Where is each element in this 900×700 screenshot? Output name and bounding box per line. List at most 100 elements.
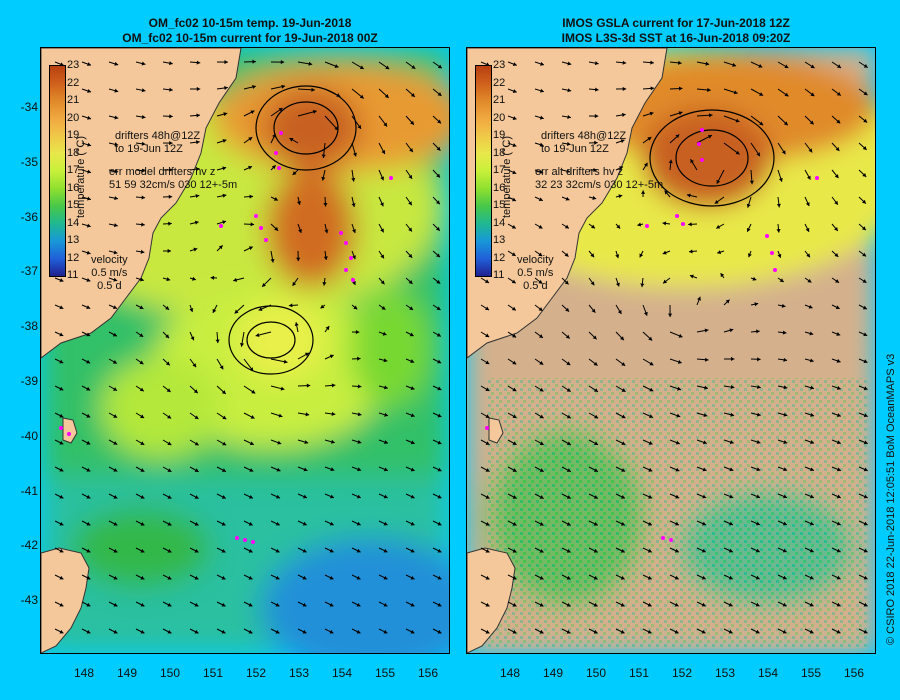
velocity-arrowhead [643, 162, 648, 167]
velocity-arrowhead [437, 413, 442, 418]
longitude-tick-label: 151 [202, 666, 224, 680]
velocity-arrowhead [756, 439, 761, 444]
velocity-arrowhead [302, 548, 307, 553]
velocity-arrowhead [273, 197, 278, 201]
velocity-arrowhead [311, 87, 315, 92]
velocity-arrowhead [678, 86, 683, 91]
colorbar-tick-label: 15 [67, 199, 80, 211]
velocity-arrowhead [862, 252, 867, 257]
velocity-arrowhead [512, 629, 517, 634]
velocity-arrowhead [437, 119, 442, 124]
velocity-arrowhead [485, 495, 490, 499]
velocity-arrowhead [783, 494, 787, 499]
velocity-arrowhead [294, 322, 299, 326]
velocity-arrowhead [221, 468, 226, 472]
drifters-note: drifters 48h@12Z to 19-Jun 12Z [115, 130, 201, 155]
longitude-tick-label: 154 [331, 666, 353, 680]
velocity-arrowhead [704, 328, 709, 333]
velocity-arrowhead [194, 415, 199, 420]
velocity-arrowhead [621, 494, 626, 499]
velocity-arrowhead [512, 441, 517, 445]
velocity-arrowhead [701, 575, 706, 580]
velocity-arrowhead [485, 468, 490, 472]
velocity-arrowhead [302, 521, 307, 526]
velocity-arrowhead [863, 467, 868, 472]
velocity-arrowhead [756, 412, 761, 417]
velocity-arrowhead [621, 112, 626, 117]
velocity-arrowhead [539, 142, 544, 147]
velocity-arrowhead [668, 313, 673, 318]
velocity-arrowhead [810, 412, 815, 417]
velocity-arrowhead [140, 629, 145, 634]
velocity-arrowhead [728, 629, 733, 634]
velocity-arrowhead [485, 414, 490, 418]
velocity-arrowhead [140, 521, 145, 526]
velocity-arrowhead [720, 273, 725, 278]
left-panel-title: OM_fc02 10-15m temp. 19-Jun-2018 OM_fc02… [40, 16, 460, 46]
velocity-arrowhead [357, 384, 362, 389]
velocity-scale: velocity 0.5 m/s 0.5 d [517, 254, 554, 292]
velocity-arrowhead [728, 548, 733, 553]
velocity-arrowhead [836, 91, 841, 96]
velocity-arrowhead [809, 629, 814, 634]
velocity-arrowhead [410, 120, 414, 125]
velocity-arrowhead [409, 148, 413, 153]
velocity-arrowhead [782, 575, 787, 580]
velocity-scale: velocity 0.5 m/s 0.5 d [91, 254, 128, 292]
velocity-arrowhead [210, 275, 215, 280]
velocity-arrowhead [806, 253, 810, 258]
velocity-arrowhead [409, 332, 414, 337]
velocity-arrowhead [678, 60, 682, 65]
velocity-arrowhead [805, 227, 810, 232]
velocity-arrowhead [834, 200, 838, 205]
velocity-arrowhead [834, 226, 838, 231]
latitude-tick-label: -37 [20, 264, 38, 279]
velocity-arrowhead [621, 362, 626, 366]
velocity-arrowhead [283, 359, 288, 364]
velocity-arrowhead [218, 245, 223, 250]
velocity-arrowhead [139, 387, 144, 392]
velocity-arrowhead [566, 169, 571, 174]
velocity-arrowhead [194, 220, 199, 225]
velocity-arrowhead [622, 60, 627, 65]
velocity-arrowhead [408, 174, 413, 179]
velocity-arrowhead [512, 170, 517, 175]
velocity-arrowhead [809, 602, 814, 607]
velocity-arrowhead [782, 602, 787, 607]
velocity-arrowhead [196, 140, 200, 145]
velocity-arrowhead [616, 224, 621, 229]
velocity-arrowhead [352, 255, 356, 260]
velocity-arrowhead [409, 306, 414, 310]
velocity-arrowhead [87, 88, 92, 93]
velocity-arrowhead [620, 629, 625, 634]
velocity-arrowhead [836, 332, 841, 336]
velocity-arrowhead [538, 307, 543, 311]
velocity-arrowhead [59, 575, 64, 580]
velocity-arrowhead [196, 86, 201, 92]
velocity-arrowhead [436, 332, 441, 337]
velocity-arrowhead [704, 385, 708, 390]
velocity-arrowhead [194, 468, 199, 472]
velocity-arrowhead [539, 115, 544, 120]
velocity-arrowhead [410, 386, 415, 390]
velocity-arrowhead [140, 414, 145, 418]
velocity-arrowhead [511, 279, 516, 284]
velocity-arrowhead [674, 602, 679, 607]
colorbar-tick-label: 22 [493, 76, 506, 89]
longitude-tick-label: 152 [245, 666, 267, 680]
velocity-arrowhead [647, 521, 652, 526]
velocity-arrowhead [435, 200, 440, 205]
velocity-arrowhead [650, 60, 654, 65]
velocity-arrowhead [383, 467, 388, 472]
velocity-arrowhead [485, 333, 490, 338]
velocity-arrowhead [410, 413, 415, 418]
velocity-arrowhead [485, 629, 490, 634]
velocity-arrowhead [594, 441, 599, 446]
velocity-arrowhead [329, 602, 334, 607]
velocity-arrowhead [622, 86, 627, 91]
velocity-arrowhead [648, 494, 653, 499]
velocity-arrowhead [192, 276, 196, 281]
velocity-arrowhead [566, 575, 571, 580]
velocity-arrowhead [250, 110, 255, 115]
velocity-arrowhead [248, 575, 253, 580]
